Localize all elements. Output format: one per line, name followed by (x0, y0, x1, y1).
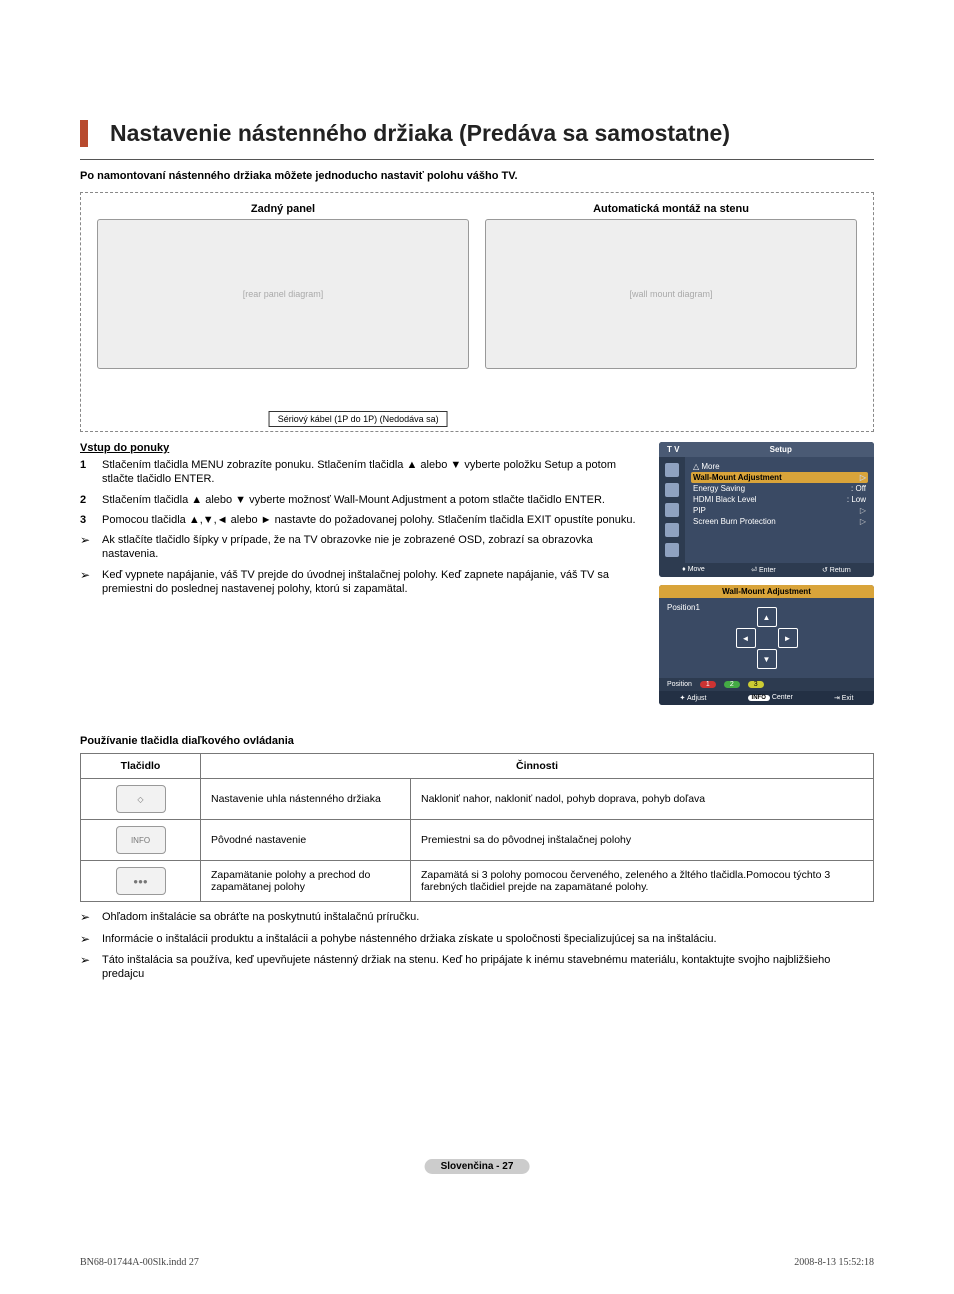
dpad-left-icon: ◄ (736, 628, 756, 648)
menu-section-title: Vstup do ponuky (80, 442, 643, 454)
osd2-footer-center: INFO Center (748, 694, 793, 702)
osd-item-value: : Low (847, 495, 866, 504)
note-a1: ➢Ak stlačíte tlačidlo šípky v prípade, ž… (80, 533, 643, 562)
osd-icon (665, 543, 679, 557)
rear-panel-title: Zadný panel (97, 203, 469, 215)
step-2-text: Stlačením tlačidla ▲ alebo ▼ vyberte mož… (102, 493, 643, 507)
osd-tv-label: T V (659, 442, 687, 457)
osd-item-label: PIP (693, 506, 706, 515)
osd2-position-label: Position1 (667, 603, 700, 612)
info-remote-icon: INFO (116, 826, 166, 854)
osd2-footer-exit: ⇥ Exit (834, 694, 853, 702)
th-action: Činnosti (201, 754, 874, 779)
row3-action: Zapamätá si 3 polohy pomocou červeného, … (411, 861, 874, 902)
osd-icon-strip (659, 457, 685, 563)
note-a2: ➢Keď vypnete napájanie, váš TV prejde do… (80, 568, 643, 597)
osd-item-energy: Energy Saving : Off (691, 483, 868, 494)
table-row: ◇ Nastavenie uhla nástenného držiaka Nak… (81, 779, 874, 820)
osd-setup-label: Setup (687, 442, 874, 457)
step-1: 1Stlačením tlačidla MENU zobrazíte ponuk… (80, 458, 643, 487)
divider (80, 159, 874, 160)
print-footer-right: 2008-8-13 15:52:18 (794, 1257, 874, 1268)
osd-item-value: : Off (851, 484, 866, 493)
osd-icon (665, 523, 679, 537)
note-b3-text: Táto inštalácia sa používa, keď upevňuje… (102, 953, 874, 982)
remote-section-title: Používanie tlačidla diaľkového ovládania (80, 735, 874, 747)
osd-item-label: Wall-Mount Adjustment (693, 473, 782, 482)
note-b1: ➢Ohľadom inštalácie sa obráťte na poskyt… (80, 910, 874, 926)
osd-item-hdmi: HDMI Black Level : Low (691, 494, 868, 505)
osd-item-pip: PIP▷ (691, 505, 868, 516)
th-button: Tlačidlo (81, 754, 201, 779)
print-footer-left: BN68-01744A-00Slk.indd 27 (80, 1257, 199, 1268)
lead-text: Po namontovaní nástenného držiaka môžete… (80, 170, 874, 182)
step-3: 3Pomocou tlačidla ▲,▼,◄ alebo ► nastavte… (80, 513, 643, 527)
osd-footer-return: ↺ Return (822, 566, 851, 574)
osd2-footer-adjust: ✦ Adjust (680, 694, 707, 702)
osd-icon (665, 503, 679, 517)
osd2-pos-row-label: Position (667, 681, 692, 688)
color-buttons-icon: ●●● (116, 867, 166, 895)
step-3-text: Pomocou tlačidla ▲,▼,◄ alebo ► nastavte … (102, 513, 643, 527)
note-a2-text: Keď vypnete napájanie, váš TV prejde do … (102, 568, 643, 597)
wall-mount-image: [wall mount diagram] (485, 219, 857, 369)
step-2: 2Stlačením tlačidla ▲ alebo ▼ vyberte mo… (80, 493, 643, 507)
note-b2: ➢Informácie o inštalácii produktu a inšt… (80, 932, 874, 948)
page-title: Nastavenie nástenného držiaka (Predáva s… (110, 120, 874, 147)
row1-label: Nastavenie uhla nástenného držiaka (201, 779, 411, 820)
table-row: ●●● Zapamätanie polohy a prechod do zapa… (81, 861, 874, 902)
note-b2-text: Informácie o inštalácii produktu a inšta… (102, 932, 717, 948)
osd2-title: Wall-Mount Adjustment (659, 585, 874, 598)
page-number: Slovenčina - 27 (425, 1159, 530, 1174)
dpad-up-icon: ▲ (757, 607, 777, 627)
pos-pill-1: 1 (700, 681, 716, 688)
print-footer: BN68-01744A-00Slk.indd 27 2008-8-13 15:5… (80, 1257, 874, 1268)
note-b1-text: Ohľadom inštalácie sa obráťte na poskytn… (102, 910, 419, 926)
row1-action: Nakloniť nahor, nakloniť nadol, pohyb do… (411, 779, 874, 820)
osd-more-text: △ More (693, 462, 720, 471)
dpad-right-icon: ► (778, 628, 798, 648)
note-a1-text: Ak stlačíte tlačidlo šípky v prípade, že… (102, 533, 643, 562)
osd-setup-menu: T V Setup △ More Wall-Mount Adjustment▷ (659, 442, 874, 577)
dpad-down-icon: ▼ (757, 649, 777, 669)
cable-label: Sériový kábel (1P do 1P) (Nedodáva sa) (269, 411, 448, 427)
row3-label: Zapamätanie polohy a prechod do zapamäta… (201, 861, 411, 902)
rear-panel-image: [rear panel diagram] (97, 219, 469, 369)
step-1-text: Stlačením tlačidla MENU zobrazíte ponuku… (102, 458, 643, 487)
osd-item-wallmount: Wall-Mount Adjustment▷ (691, 472, 868, 483)
dpad: ▲ ◄ ► ▼ (736, 607, 798, 669)
osd-more: △ More (691, 461, 868, 472)
osd-item-burn: Screen Burn Protection▷ (691, 516, 868, 527)
osd-item-label: HDMI Black Level (693, 495, 757, 504)
wall-mount-title: Automatická montáž na stenu (485, 203, 857, 215)
row2-label: Pôvodné nastavenie (201, 820, 411, 861)
osd-item-label: Energy Saving (693, 484, 745, 493)
osd-footer-move: ♦ Move (682, 566, 705, 574)
dpad-remote-icon: ◇ (116, 785, 166, 813)
osd-footer-enter: ⏎ Enter (751, 566, 776, 574)
osd-icon (665, 463, 679, 477)
pos-pill-3: 3 (748, 681, 764, 688)
row2-action: Premiestni sa do pôvodnej inštalačnej po… (411, 820, 874, 861)
note-b3: ➢Táto inštalácia sa používa, keď upevňuj… (80, 953, 874, 982)
osd-wallmount-adjust: Wall-Mount Adjustment Position1 ▲ ◄► ▼ P… (659, 585, 874, 705)
osd-item-label: Screen Burn Protection (693, 517, 776, 526)
remote-table: Tlačidlo Činnosti ◇ Nastavenie uhla nást… (80, 753, 874, 902)
diagram-container: Zadný panel [rear panel diagram] Automat… (80, 192, 874, 432)
osd-icon (665, 483, 679, 497)
pos-pill-2: 2 (724, 681, 740, 688)
table-row: INFO Pôvodné nastavenie Premiestni sa do… (81, 820, 874, 861)
